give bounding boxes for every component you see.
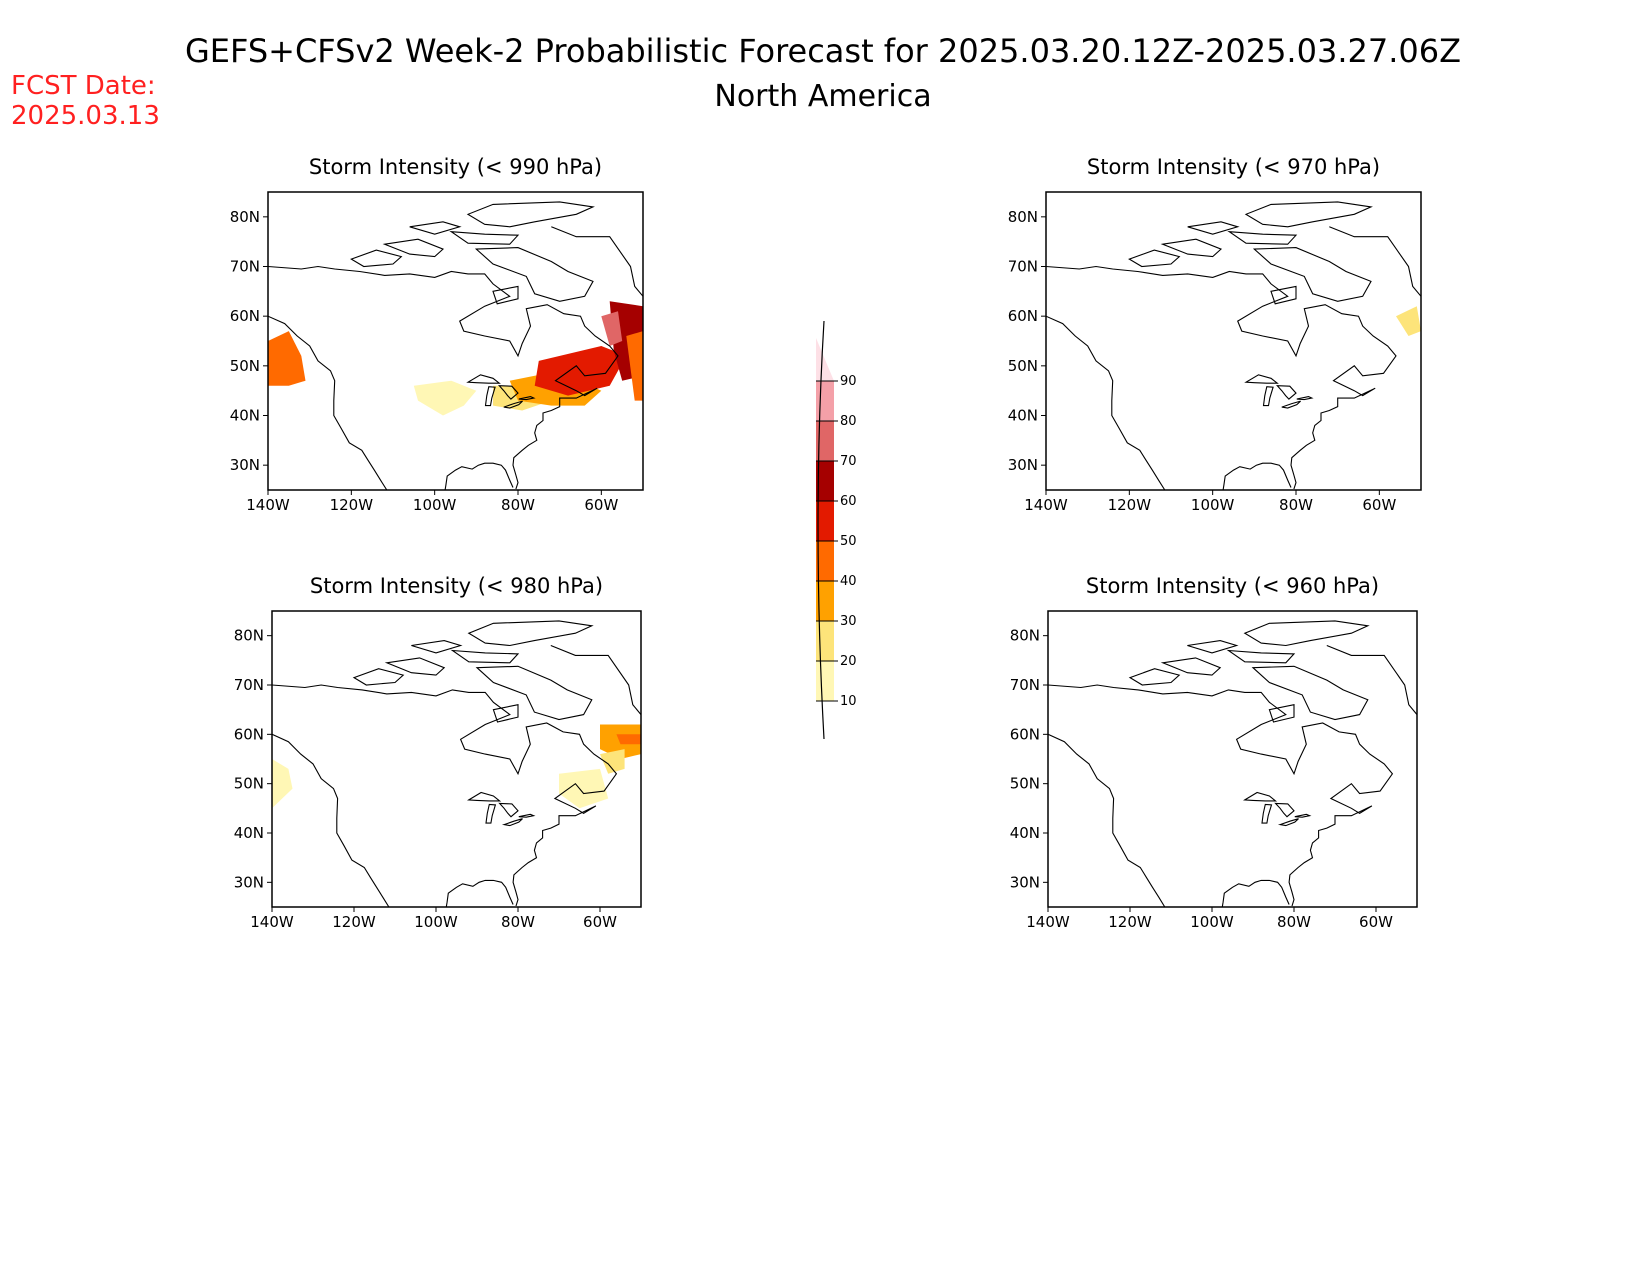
lon-tick-label: 60W: [1362, 496, 1396, 514]
lon-tick-label: 60W: [584, 496, 618, 514]
probability-region: [616, 734, 641, 745]
colorbar-label: 30: [840, 614, 857, 629]
lon-tick-label: 140W: [1026, 913, 1070, 931]
colorbar-label: 50: [840, 534, 857, 549]
lat-tick-label: 40N: [230, 407, 260, 425]
colorbar-label: 20: [840, 654, 857, 669]
colorbar-swatch: [816, 501, 834, 541]
map-panel: Storm Intensity (< 960 hPa) 140W 120W 100W 8…: [1010, 574, 1418, 931]
lon-tick-label: 100W: [1191, 496, 1235, 514]
lon-tick-label: 100W: [414, 913, 458, 931]
colorbar-swatch: [816, 338, 834, 381]
lat-tick-label: 80N: [230, 208, 260, 226]
lon-tick-label: 100W: [1190, 913, 1234, 931]
colorbar-swatch: [816, 381, 834, 421]
panel-title: Storm Intensity (< 980 hPa): [310, 574, 603, 598]
map-area: [1046, 201, 1421, 490]
map-frame: [1045, 191, 1422, 491]
map-area: [272, 620, 641, 907]
colorbar-label: 10: [840, 694, 857, 709]
coastlines: [1046, 201, 1421, 490]
probability-region: [559, 768, 609, 809]
lon-tick-label: 120W: [332, 913, 376, 931]
map-panel: Storm Intensity (< 990 hPa) 140W 120W 100W 8…: [230, 155, 644, 514]
lat-tick-label: 50N: [230, 357, 260, 375]
colorbar-outline: [817, 320, 825, 740]
map-panel: Storm Intensity (< 970 hPa) 140W 120W 100W 8…: [1008, 155, 1422, 514]
lat-tick-label: 50N: [1010, 775, 1040, 793]
lat-tick-label: 50N: [234, 775, 264, 793]
lat-tick-label: 30N: [1010, 873, 1040, 891]
map-panels: Storm Intensity (< 990 hPa) 140W 120W 100W 8…: [230, 155, 1422, 931]
colorbar-label: 90: [840, 374, 857, 389]
map-frame: [1047, 610, 1418, 908]
lat-tick-label: 30N: [234, 873, 264, 891]
lon-tick-label: 80W: [501, 496, 535, 514]
probability-region: [1396, 306, 1421, 336]
colorbar-swatch: [816, 421, 834, 461]
lat-tick-label: 80N: [1010, 627, 1040, 645]
lon-tick-label: 100W: [413, 496, 457, 514]
lon-tick-label: 120W: [330, 496, 374, 514]
lon-tick-label: 80W: [1277, 913, 1311, 931]
probability-region: [601, 311, 623, 346]
lat-tick-label: 70N: [1010, 676, 1040, 694]
lat-tick-label: 70N: [230, 258, 260, 276]
colorbar-swatch: [816, 541, 834, 581]
probability-region: [413, 380, 477, 416]
lat-tick-label: 70N: [1008, 258, 1038, 276]
lon-tick-label: 140W: [246, 496, 290, 514]
colorbar-swatch: [816, 581, 834, 621]
lat-tick-label: 40N: [234, 824, 264, 842]
lat-tick-label: 60N: [1010, 725, 1040, 743]
lat-tick-label: 40N: [1008, 407, 1038, 425]
lat-tick-label: 70N: [234, 676, 264, 694]
map-frame: [271, 610, 642, 908]
probability-region: [600, 749, 625, 774]
lat-tick-label: 40N: [1010, 824, 1040, 842]
map-panel: Storm Intensity (< 980 hPa) 140W 120W 100W 8…: [234, 574, 642, 931]
panel-title: Storm Intensity (< 970 hPa): [1087, 155, 1380, 179]
lat-tick-label: 80N: [1008, 208, 1038, 226]
lat-tick-label: 80N: [234, 627, 264, 645]
colorbar-swatch: [816, 661, 834, 701]
probability-region: [272, 759, 293, 809]
probability-region: [626, 331, 643, 401]
panel-title: Storm Intensity (< 960 hPa): [1086, 574, 1379, 598]
lon-tick-label: 60W: [583, 913, 617, 931]
colorbar-swatch: [816, 621, 834, 661]
colorbar-label: 80: [840, 414, 857, 429]
lat-tick-label: 50N: [1008, 357, 1038, 375]
lon-tick-label: 120W: [1108, 913, 1152, 931]
coastlines: [1048, 620, 1417, 907]
fcst-date-value: 2025.03.13: [11, 101, 160, 131]
lon-tick-label: 80W: [501, 913, 535, 931]
colorbar-label: 60: [840, 494, 857, 509]
map-frame: [267, 191, 644, 491]
colorbar-label: 40: [840, 574, 857, 589]
coastlines: [268, 201, 643, 490]
map-area: [1048, 620, 1417, 907]
coastlines: [272, 620, 641, 907]
lat-tick-label: 30N: [230, 456, 260, 474]
colorbar-swatch: [816, 461, 834, 501]
lat-tick-label: 30N: [1008, 456, 1038, 474]
lon-tick-label: 140W: [1024, 496, 1068, 514]
colorbar: 10 20 30 40 50 60 70 80 90: [816, 320, 857, 740]
lon-tick-label: 80W: [1279, 496, 1313, 514]
fcst-date-label: FCST Date:: [11, 71, 156, 101]
panel-title: Storm Intensity (< 990 hPa): [309, 155, 602, 179]
map-area: [268, 201, 643, 490]
lon-tick-label: 140W: [250, 913, 294, 931]
lat-tick-label: 60N: [230, 307, 260, 325]
page-title: GEFS+CFSv2 Week-2 Probabilistic Forecast…: [185, 32, 1461, 70]
lon-tick-label: 60W: [1359, 913, 1393, 931]
lon-tick-label: 120W: [1108, 496, 1152, 514]
probability-region: [268, 331, 306, 386]
lat-tick-label: 60N: [234, 725, 264, 743]
colorbar-label: 70: [840, 454, 857, 469]
lat-tick-label: 60N: [1008, 307, 1038, 325]
page-subtitle: North America: [714, 79, 931, 114]
